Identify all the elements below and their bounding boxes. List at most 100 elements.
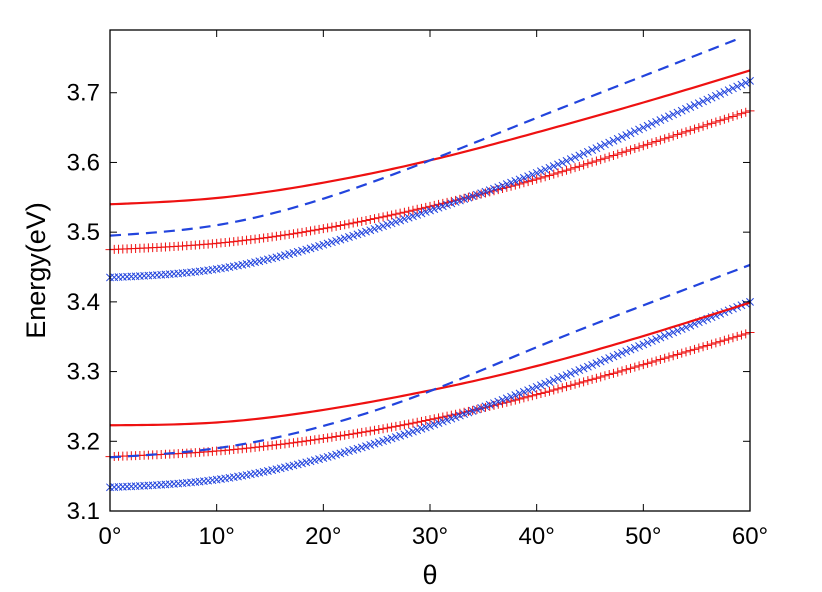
x-marker bbox=[498, 181, 507, 190]
plus-marker bbox=[378, 424, 388, 434]
x-marker bbox=[690, 101, 699, 110]
plus-marker bbox=[621, 365, 631, 375]
plus-marker bbox=[557, 383, 567, 393]
plus-marker bbox=[314, 434, 324, 444]
plus-marker bbox=[736, 109, 746, 119]
x-marker bbox=[451, 413, 460, 422]
plus-marker bbox=[587, 374, 597, 384]
plus-marker bbox=[480, 402, 490, 412]
x-marker bbox=[404, 429, 413, 437]
plus-marker bbox=[404, 206, 414, 216]
plus-marker bbox=[527, 391, 537, 401]
plus-marker bbox=[335, 221, 345, 231]
x-marker bbox=[430, 420, 439, 429]
plus-marker bbox=[327, 432, 337, 442]
plus-marker bbox=[306, 435, 316, 445]
x-marker bbox=[660, 114, 669, 123]
plus-marker bbox=[399, 207, 409, 217]
plus-marker bbox=[677, 348, 687, 358]
plus-marker bbox=[617, 148, 627, 158]
x-marker bbox=[387, 434, 396, 443]
series-upper-red-plus bbox=[105, 106, 755, 255]
plus-marker bbox=[348, 429, 358, 439]
x-marker bbox=[481, 187, 490, 196]
plus-marker bbox=[382, 423, 392, 433]
x-marker bbox=[485, 400, 494, 409]
x-marker bbox=[669, 110, 678, 119]
plus-marker bbox=[536, 173, 546, 183]
x-tick-label: 10° bbox=[199, 523, 235, 550]
plus-marker bbox=[728, 111, 738, 121]
plus-marker bbox=[732, 331, 742, 341]
plus-marker bbox=[553, 168, 563, 178]
x-marker bbox=[370, 439, 379, 448]
x-marker bbox=[575, 366, 584, 375]
x-marker bbox=[366, 440, 375, 449]
plus-marker bbox=[532, 390, 542, 400]
plus-marker bbox=[604, 152, 614, 162]
plus-marker bbox=[574, 161, 584, 171]
plus-marker bbox=[314, 224, 324, 234]
plus-marker bbox=[378, 212, 388, 222]
plus-marker bbox=[297, 437, 307, 447]
x-marker bbox=[733, 82, 742, 91]
x-marker bbox=[490, 184, 498, 193]
x-marker bbox=[741, 78, 750, 87]
plus-marker bbox=[340, 430, 350, 440]
x-marker bbox=[562, 371, 571, 380]
x-marker bbox=[652, 335, 661, 344]
x-marker bbox=[635, 342, 644, 351]
x-marker bbox=[639, 123, 648, 132]
plus-marker bbox=[647, 138, 657, 148]
plus-marker bbox=[382, 211, 392, 221]
plus-marker bbox=[519, 393, 529, 403]
plus-marker bbox=[634, 361, 644, 371]
x-marker bbox=[519, 173, 528, 182]
x-marker bbox=[434, 203, 443, 212]
x-marker bbox=[524, 172, 533, 181]
x-marker bbox=[554, 160, 562, 169]
plus-marker bbox=[519, 178, 529, 188]
plus-marker bbox=[608, 368, 618, 378]
plus-marker bbox=[677, 128, 687, 138]
x-marker bbox=[319, 240, 328, 249]
plus-marker bbox=[562, 165, 572, 175]
plus-marker bbox=[617, 366, 627, 376]
plus-marker bbox=[549, 169, 559, 179]
plus-marker bbox=[412, 204, 422, 214]
plus-marker bbox=[685, 346, 695, 356]
plus-marker bbox=[416, 416, 426, 426]
plus-marker bbox=[425, 415, 435, 425]
plus-marker bbox=[259, 233, 269, 243]
plus-marker bbox=[638, 360, 648, 370]
plus-marker bbox=[459, 407, 469, 417]
plus-marker bbox=[715, 337, 725, 347]
plus-marker bbox=[660, 134, 670, 144]
x-marker bbox=[571, 367, 580, 376]
x-marker bbox=[549, 376, 558, 385]
plus-marker bbox=[361, 427, 371, 437]
plus-marker bbox=[395, 208, 405, 218]
x-marker bbox=[600, 140, 609, 149]
plus-marker bbox=[421, 416, 431, 426]
x-marker bbox=[707, 93, 716, 102]
plus-marker bbox=[506, 181, 516, 191]
plus-marker bbox=[348, 218, 358, 228]
plus-marker bbox=[412, 417, 422, 427]
x-marker bbox=[592, 359, 601, 368]
x-marker bbox=[592, 144, 601, 153]
x-marker bbox=[336, 235, 345, 244]
y-tick-label: 3.7 bbox=[67, 80, 100, 107]
series-upper-blue-x bbox=[106, 76, 754, 282]
x-marker bbox=[622, 347, 631, 356]
x-marker bbox=[609, 136, 618, 145]
x-marker bbox=[588, 361, 597, 369]
plus-marker bbox=[408, 418, 418, 428]
x-marker bbox=[652, 118, 661, 126]
x-axis-title: θ bbox=[422, 560, 437, 590]
plus-marker bbox=[736, 330, 746, 340]
plus-marker bbox=[254, 234, 264, 244]
x-marker bbox=[362, 227, 370, 236]
plus-marker bbox=[288, 229, 298, 239]
plus-marker bbox=[707, 118, 717, 128]
